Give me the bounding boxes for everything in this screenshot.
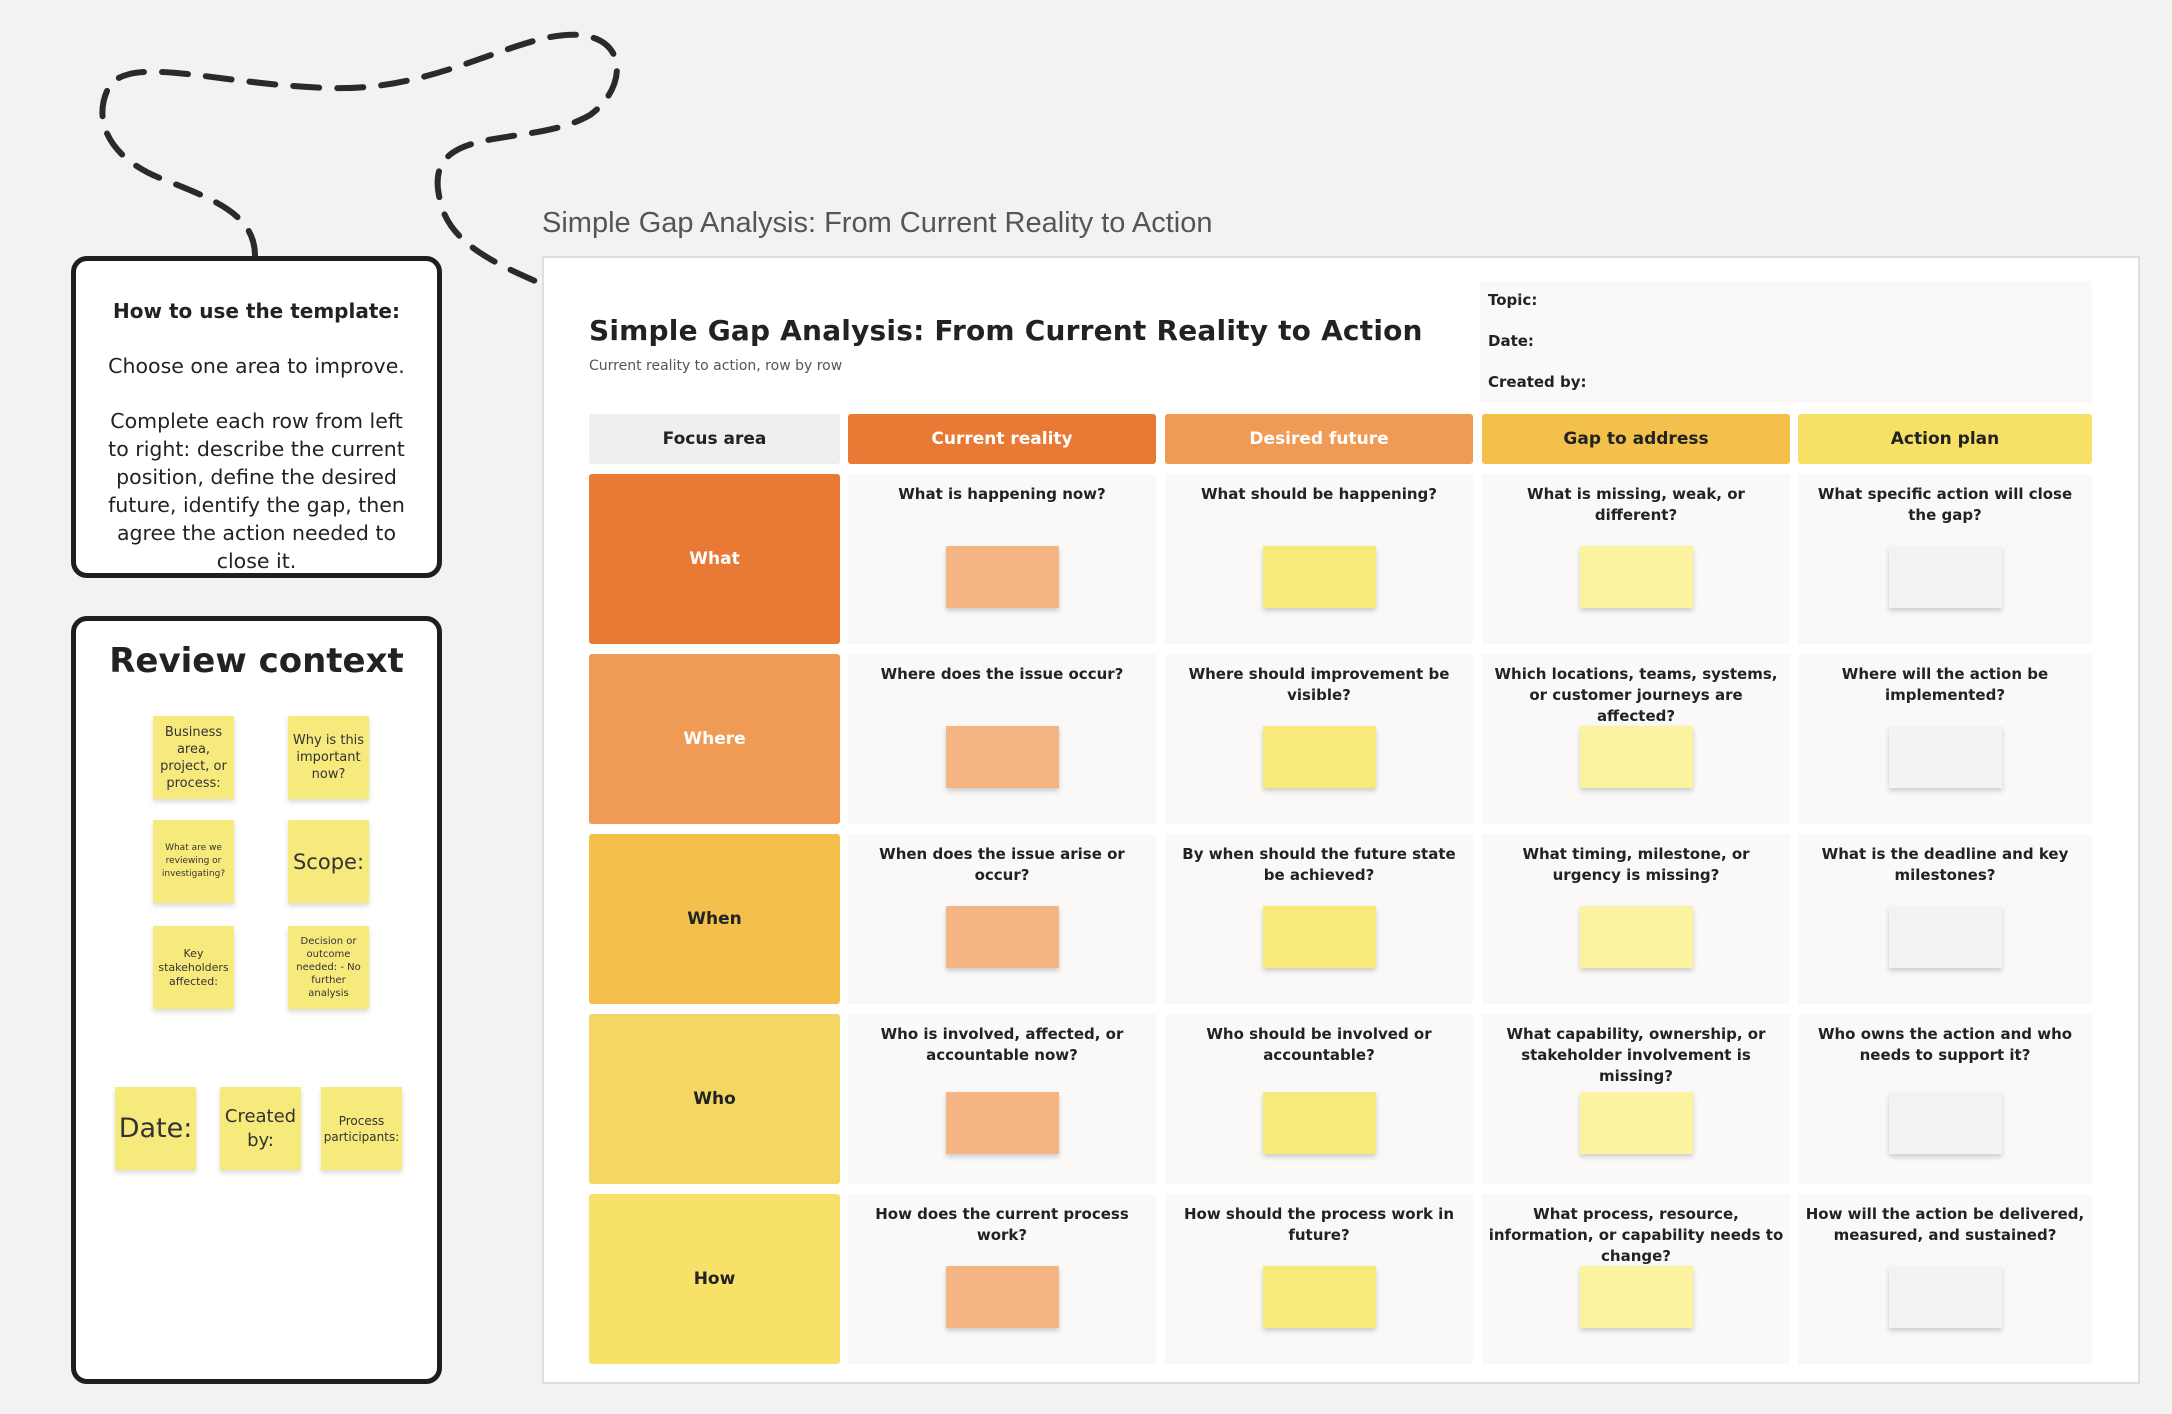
meta-date: Date: xyxy=(1488,332,1534,350)
cell-question: What is missing, weak, or different? xyxy=(1527,485,1745,524)
grid-cell-when-desired-future[interactable]: By when should the future state be achie… xyxy=(1165,834,1473,1004)
sticky-note[interactable] xyxy=(1580,1266,1693,1328)
sticky-note-business-area[interactable]: Business area, project, or process: xyxy=(153,716,234,799)
grid-cell-what-current-reality[interactable]: What is happening now? xyxy=(848,474,1156,644)
grid-cell-where-current-reality[interactable]: Where does the issue occur? xyxy=(848,654,1156,824)
grid-cell-who-action-plan[interactable]: Who owns the action and who needs to sup… xyxy=(1798,1014,2092,1184)
sticky-note[interactable] xyxy=(1889,906,2002,968)
column-header-desired-future: Desired future xyxy=(1165,414,1473,464)
grid-cell-how-gap-to-address[interactable]: What process, resource, information, or … xyxy=(1482,1194,1790,1364)
cell-question: Which locations, teams, systems, or cust… xyxy=(1494,665,1778,725)
cell-question: Who owns the action and who needs to sup… xyxy=(1817,1025,2073,1064)
cell-question: What specific action will close the gap? xyxy=(1817,485,2073,524)
cell-question: Where will the action be implemented? xyxy=(1841,665,2049,704)
row-header-how: How xyxy=(589,1194,840,1364)
how-to-card[interactable]: How to use the template: Choose one area… xyxy=(71,256,442,578)
column-header-focus-area: Focus area xyxy=(589,414,840,464)
row-header-when: When xyxy=(589,834,840,1004)
cell-question: How does the current process work? xyxy=(875,1205,1129,1244)
grid-cell-what-action-plan[interactable]: What specific action will close the gap? xyxy=(1798,474,2092,644)
meta-created-by: Created by: xyxy=(1488,373,1587,391)
cell-question: By when should the future state be achie… xyxy=(1182,845,1456,884)
sticky-note[interactable] xyxy=(1263,546,1376,608)
sticky-note[interactable] xyxy=(1889,726,2002,788)
sticky-note[interactable] xyxy=(1580,546,1693,608)
grid-cell-who-current-reality[interactable]: Who is involved, affected, or accountabl… xyxy=(848,1014,1156,1184)
grid-cell-how-action-plan[interactable]: How will the action be delivered, measur… xyxy=(1798,1194,2092,1364)
sticky-note-date[interactable]: Date: xyxy=(115,1087,196,1170)
column-header-current-reality: Current reality xyxy=(848,414,1156,464)
frame-label[interactable]: Simple Gap Analysis: From Current Realit… xyxy=(542,207,1213,239)
grid-cell-when-action-plan[interactable]: What is the deadline and key milestones? xyxy=(1798,834,2092,1004)
board-subtitle: Current reality to action, row by row xyxy=(589,358,843,374)
cell-question: What capability, ownership, or stakehold… xyxy=(1506,1025,1766,1085)
cell-question: How will the action be delivered, measur… xyxy=(1805,1205,2085,1244)
sticky-note[interactable] xyxy=(1889,1266,2002,1328)
cell-question: Who is involved, affected, or accountabl… xyxy=(880,1025,1124,1064)
cell-question: What process, resource, information, or … xyxy=(1488,1205,1784,1265)
sticky-note[interactable] xyxy=(1263,906,1376,968)
sticky-note-reviewing[interactable]: What are we reviewing or investigating? xyxy=(153,820,234,903)
grid-cell-who-gap-to-address[interactable]: What capability, ownership, or stakehold… xyxy=(1482,1014,1790,1184)
review-context-card[interactable]: Review context Business area, project, o… xyxy=(71,616,442,1384)
cell-question: Where does the issue occur? xyxy=(880,665,1124,683)
cell-question: When does the issue arise or occur? xyxy=(879,845,1125,884)
cell-question: What timing, milestone, or urgency is mi… xyxy=(1522,845,1750,884)
grid-cell-where-action-plan[interactable]: Where will the action be implemented? xyxy=(1798,654,2092,824)
sticky-note[interactable] xyxy=(946,1092,1059,1154)
grid-cell-what-desired-future[interactable]: What should be happening? xyxy=(1165,474,1473,644)
sticky-note-scope[interactable]: Scope: xyxy=(288,820,369,903)
column-header-gap-to-address: Gap to address xyxy=(1482,414,1790,464)
sticky-note[interactable] xyxy=(1580,1092,1693,1154)
grid-cell-when-current-reality[interactable]: When does the issue arise or occur? xyxy=(848,834,1156,1004)
grid-cell-who-desired-future[interactable]: Who should be involved or accountable? xyxy=(1165,1014,1473,1184)
review-context-title: Review context xyxy=(109,641,404,681)
how-to-step-2: Complete each row from left to right: de… xyxy=(108,409,405,573)
sticky-note[interactable] xyxy=(1580,726,1693,788)
sticky-note[interactable] xyxy=(1263,726,1376,788)
how-to-step-1: Choose one area to improve. xyxy=(108,354,405,378)
grid-cell-when-gap-to-address[interactable]: What timing, milestone, or urgency is mi… xyxy=(1482,834,1790,1004)
sticky-note-stakeholders[interactable]: Key stakeholders affected: xyxy=(153,926,234,1009)
grid-cell-what-gap-to-address[interactable]: What is missing, weak, or different? xyxy=(1482,474,1790,644)
cell-question: What is the deadline and key milestones? xyxy=(1821,845,2069,884)
sticky-note[interactable] xyxy=(1263,1092,1376,1154)
row-header-who: Who xyxy=(589,1014,840,1184)
sticky-note[interactable] xyxy=(1889,1092,2002,1154)
sticky-note-why-important[interactable]: Why is this important now? xyxy=(288,716,369,799)
cell-question: Who should be involved or accountable? xyxy=(1206,1025,1432,1064)
sticky-note-participants[interactable]: Process participants: xyxy=(321,1087,402,1170)
row-header-where: Where xyxy=(589,654,840,824)
sticky-note[interactable] xyxy=(1263,1266,1376,1328)
sticky-note-decision[interactable]: Decision or outcome needed: - No further… xyxy=(288,926,369,1009)
sticky-note-created-by[interactable]: Created by: xyxy=(220,1087,301,1170)
grid-cell-where-desired-future[interactable]: Where should improvement be visible? xyxy=(1165,654,1473,824)
how-to-title: How to use the template: xyxy=(113,299,400,323)
sticky-note[interactable] xyxy=(946,546,1059,608)
sticky-note[interactable] xyxy=(1889,546,2002,608)
board-title: Simple Gap Analysis: From Current Realit… xyxy=(589,314,1423,347)
row-header-what: What xyxy=(589,474,840,644)
cell-question: What is happening now? xyxy=(898,485,1106,503)
meta-box[interactable]: Topic: Date: Created by: xyxy=(1480,281,2092,403)
sticky-note[interactable] xyxy=(946,906,1059,968)
sticky-note[interactable] xyxy=(946,726,1059,788)
cell-question: What should be happening? xyxy=(1201,485,1437,503)
sticky-note[interactable] xyxy=(946,1266,1059,1328)
cell-question: How should the process work in future? xyxy=(1183,1205,1455,1244)
meta-topic: Topic: xyxy=(1488,291,1538,309)
sticky-note[interactable] xyxy=(1580,906,1693,968)
grid-cell-where-gap-to-address[interactable]: Which locations, teams, systems, or cust… xyxy=(1482,654,1790,824)
cell-question: Where should improvement be visible? xyxy=(1188,665,1450,704)
grid-cell-how-current-reality[interactable]: How does the current process work? xyxy=(848,1194,1156,1364)
column-header-action-plan: Action plan xyxy=(1798,414,2092,464)
grid-cell-how-desired-future[interactable]: How should the process work in future? xyxy=(1165,1194,1473,1364)
